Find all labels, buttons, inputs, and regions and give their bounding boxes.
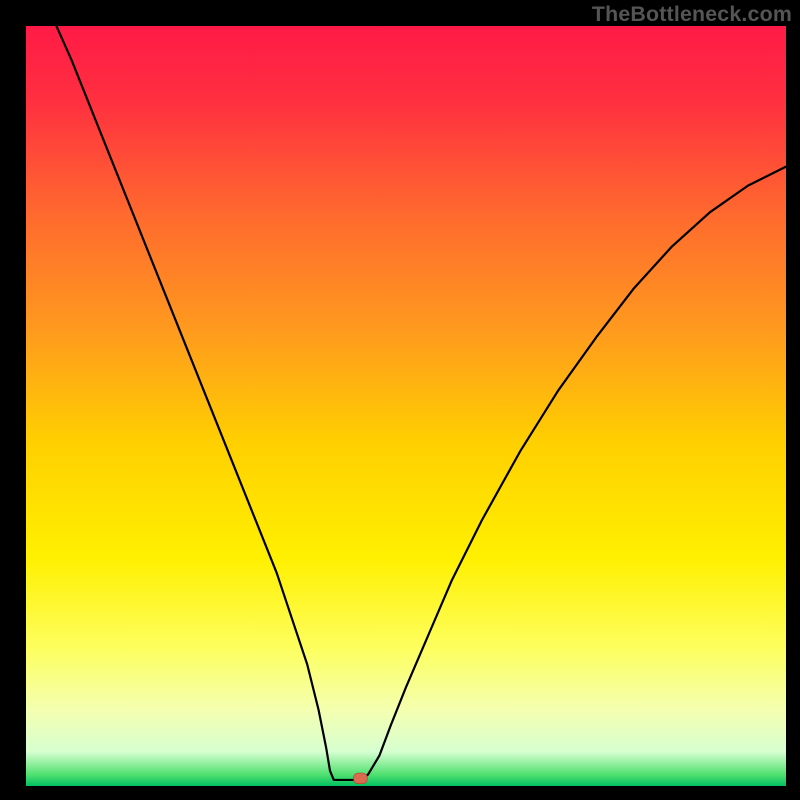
- chart-frame: TheBottleneck.com: [0, 0, 800, 800]
- watermark-text: TheBottleneck.com: [592, 2, 792, 27]
- bottleneck-curve: [56, 26, 786, 780]
- curve-svg: [26, 26, 786, 786]
- plot-area: [26, 26, 786, 786]
- minimum-marker: [354, 773, 368, 784]
